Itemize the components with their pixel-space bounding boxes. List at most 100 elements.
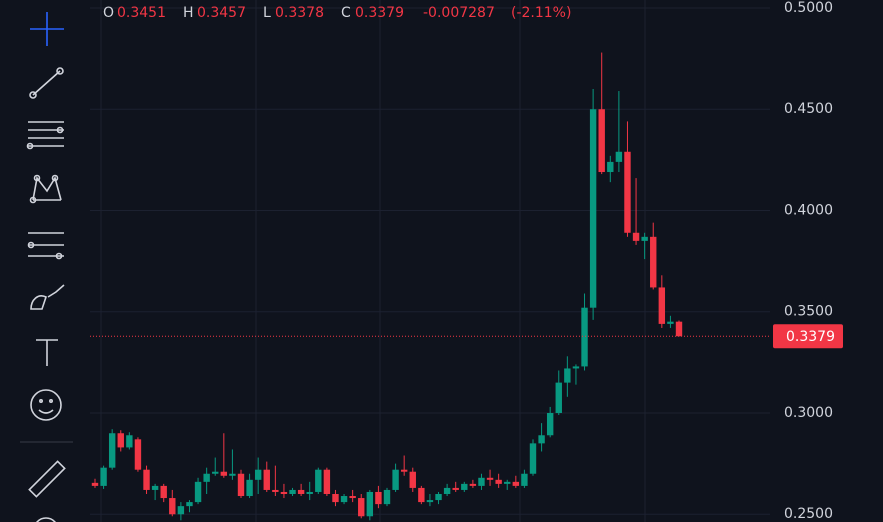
- candle-body: [667, 321, 674, 324]
- candle-body: [443, 487, 451, 494]
- candle-body: [100, 467, 107, 486]
- zoom-icon[interactable]: [34, 517, 58, 522]
- candle-body: [486, 477, 494, 480]
- open-label: O: [103, 5, 114, 21]
- pattern-icon[interactable]: [29, 174, 62, 204]
- candle-body: [237, 473, 245, 497]
- toolbar: [20, 12, 73, 522]
- brush-icon[interactable]: [30, 284, 65, 310]
- candle-body: [272, 489, 279, 492]
- candle-body: [555, 382, 562, 413]
- candle-body: [512, 481, 520, 486]
- forecast-icon[interactable]: [27, 232, 64, 260]
- candle-body: [564, 368, 571, 383]
- candle-body: [91, 482, 99, 486]
- candle-body: [400, 469, 408, 472]
- text-icon[interactable]: [36, 339, 58, 366]
- change-percent: (-2.11%): [511, 5, 571, 21]
- candle-body: [366, 491, 374, 517]
- candle-body: [160, 485, 167, 499]
- candle-body: [581, 307, 588, 367]
- candle-body: [383, 489, 391, 505]
- candle-body: [418, 487, 425, 503]
- y-tick-label: 0.4000: [784, 202, 833, 218]
- candle-body: [675, 321, 683, 337]
- ohlc-legend: O 0.3451 H 0.3457 L 0.3378 C 0.3379 -0.0…: [103, 5, 571, 21]
- candle-body: [289, 489, 296, 494]
- candle-body: [332, 493, 339, 503]
- candle-body: [615, 151, 623, 162]
- candle-body: [375, 491, 382, 505]
- candle-body: [598, 109, 605, 173]
- candle-body: [323, 469, 331, 494]
- ruler-icon[interactable]: [28, 460, 66, 498]
- y-tick-label: 0.5000: [784, 0, 833, 16]
- candle-body: [478, 477, 485, 486]
- candle-body: [358, 498, 365, 517]
- change-value: -0.007287: [423, 5, 495, 21]
- candle-body: [143, 469, 150, 490]
- candle-body: [340, 496, 348, 503]
- crosshair-icon[interactable]: [30, 12, 64, 46]
- high-label: H: [183, 5, 194, 21]
- candle-body: [315, 469, 322, 492]
- candle-body: [229, 473, 236, 476]
- last-price-badge: [773, 324, 843, 349]
- candle-body: [194, 481, 202, 503]
- trendline-icon[interactable]: [29, 67, 64, 99]
- plot: 0.2500 0.3000 0.3500 0.4000 0.4500 0.5000 0.33…: [90, 0, 843, 522]
- open-value: 0.3451: [117, 5, 166, 21]
- candle-body: [177, 506, 185, 515]
- candle-body: [134, 439, 142, 470]
- candle-body: [203, 473, 210, 482]
- candle-body: [504, 481, 511, 484]
- candle-body: [624, 151, 631, 233]
- candle-body: [538, 435, 545, 444]
- close-value: 0.3379: [355, 5, 404, 21]
- candle-body: [607, 161, 614, 173]
- candle-body: [572, 366, 580, 369]
- last-price-label: 0.3379: [786, 329, 835, 345]
- candle-body: [589, 109, 597, 308]
- candle-body: [108, 433, 116, 468]
- y-tick-label: 0.3000: [784, 405, 833, 421]
- candle-body: [169, 498, 176, 515]
- low-label: L: [263, 5, 271, 21]
- candle-body: [392, 469, 399, 490]
- candle-body: [435, 493, 442, 501]
- candle-body: [220, 471, 228, 476]
- y-tick-label: 0.2500: [784, 506, 833, 522]
- candle-body: [641, 236, 648, 241]
- candle-body: [349, 496, 356, 499]
- candle-body: [461, 483, 468, 490]
- candle-body: [521, 473, 528, 486]
- high-value: 0.3457: [197, 5, 246, 21]
- fib-icon[interactable]: [26, 121, 65, 150]
- candle-body: [263, 469, 270, 490]
- candle-body: [452, 487, 459, 490]
- candle-body: [658, 287, 666, 324]
- candle-body: [426, 500, 434, 503]
- low-value: 0.3378: [275, 5, 324, 21]
- candle-body: [186, 502, 193, 507]
- candle-body: [632, 232, 640, 241]
- candle-body: [409, 471, 416, 488]
- candle-body: [246, 479, 253, 497]
- candle-body: [306, 491, 313, 494]
- y-tick-label: 0.4500: [784, 101, 833, 117]
- candle-body: [151, 485, 159, 490]
- emoji-icon[interactable]: [30, 389, 62, 421]
- candle-body: [297, 489, 305, 494]
- candle-body: [280, 491, 288, 494]
- candle-body: [254, 469, 262, 480]
- y-tick-label: 0.3500: [784, 304, 833, 320]
- close-label: C: [341, 5, 351, 21]
- candle-body: [529, 443, 537, 474]
- candle-body: [495, 479, 502, 484]
- candle-body: [212, 471, 219, 474]
- candle-body: [650, 236, 657, 288]
- candle-body: [546, 412, 554, 436]
- candle-body: [126, 435, 133, 448]
